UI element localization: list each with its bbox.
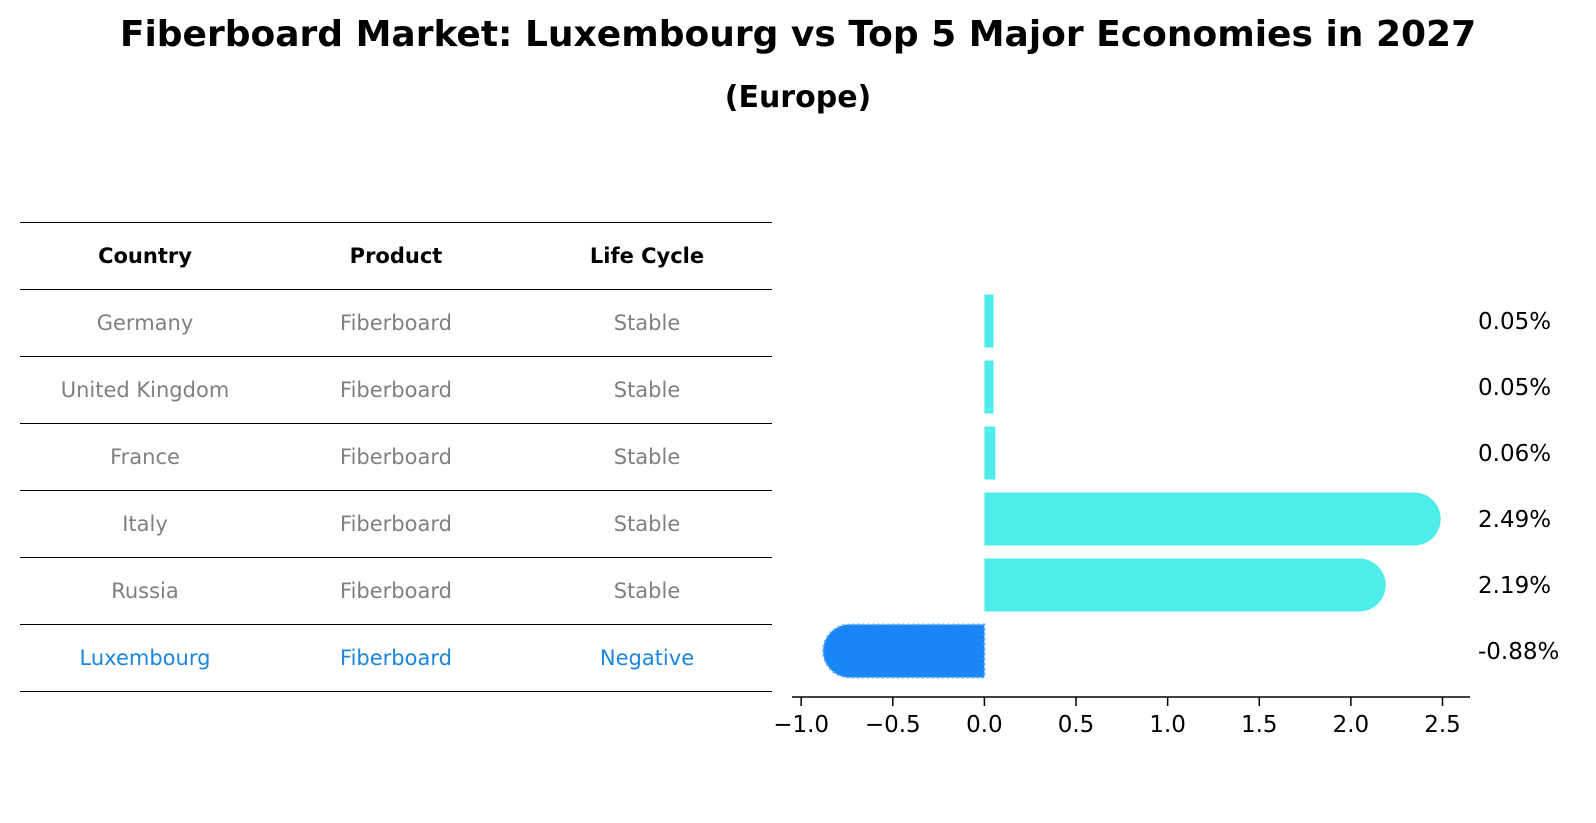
x-tick-label: 2.0: [1333, 712, 1370, 738]
chart-subtitle: (Europe): [724, 80, 872, 115]
cell-country: Germany: [96, 311, 194, 335]
value-label: 2.19%: [1478, 573, 1551, 599]
cell-product: Fiberboard: [340, 445, 452, 469]
header-country: Country: [98, 244, 192, 268]
bar-germany: [984, 294, 994, 348]
bar-united-kingdom: [984, 360, 994, 414]
cell-product: Fiberboard: [340, 512, 452, 536]
cell-life-cycle: Stable: [613, 579, 681, 603]
cell-product: Fiberboard: [340, 579, 452, 603]
x-tick-label: 1.5: [1241, 712, 1278, 738]
cell-product: Fiberboard: [340, 646, 452, 670]
cell-life-cycle: Stable: [613, 311, 681, 335]
table-row: France Fiberboard Stable: [20, 423, 772, 490]
bar-france: [984, 426, 996, 480]
comparison-table: Country Product Life Cycle Germany Fiber…: [20, 222, 772, 692]
table-header-row: Country Product Life Cycle: [20, 222, 772, 289]
table-row-highlighted: Luxembourg Fiberboard Negative: [20, 624, 772, 692]
cell-country: France: [110, 445, 180, 469]
value-label: 0.05%: [1478, 375, 1551, 401]
cell-life-cycle: Stable: [613, 378, 681, 402]
x-tick-label: 1.0: [1149, 712, 1186, 738]
value-label: 2.49%: [1478, 507, 1551, 533]
cell-life-cycle: Stable: [613, 445, 681, 469]
cell-product: Fiberboard: [340, 311, 452, 335]
cell-country: Italy: [122, 512, 168, 536]
cell-country: United Kingdom: [60, 378, 230, 402]
header-life-cycle: Life Cycle: [589, 244, 705, 268]
table-row: Germany Fiberboard Stable: [20, 289, 772, 356]
header-product: Product: [349, 244, 443, 268]
bar-luxembourg: [823, 624, 985, 678]
table-row: United Kingdom Fiberboard Stable: [20, 356, 772, 423]
cell-country: Luxembourg: [79, 646, 211, 670]
x-tick-label: 0.5: [1058, 712, 1095, 738]
chart-title: Fiberboard Market: Luxembourg vs Top 5 M…: [119, 14, 1477, 55]
x-tick-label: −0.5: [865, 712, 921, 738]
value-label: 0.06%: [1478, 441, 1551, 467]
table-row: Italy Fiberboard Stable: [20, 490, 772, 557]
x-tick-label: 0.0: [966, 712, 1003, 738]
x-tick-label: 2.5: [1424, 712, 1461, 738]
cell-life-cycle: Stable: [613, 512, 681, 536]
value-label: -0.88%: [1478, 639, 1559, 665]
cell-country: Russia: [111, 579, 179, 603]
value-label: 0.05%: [1478, 309, 1551, 335]
bar-italy: [984, 492, 1441, 546]
cell-product: Fiberboard: [340, 378, 452, 402]
table-row: Russia Fiberboard Stable: [20, 557, 772, 624]
x-tick-label: −1.0: [773, 712, 829, 738]
cell-life-cycle: Negative: [599, 646, 695, 670]
bar-russia: [984, 558, 1386, 612]
